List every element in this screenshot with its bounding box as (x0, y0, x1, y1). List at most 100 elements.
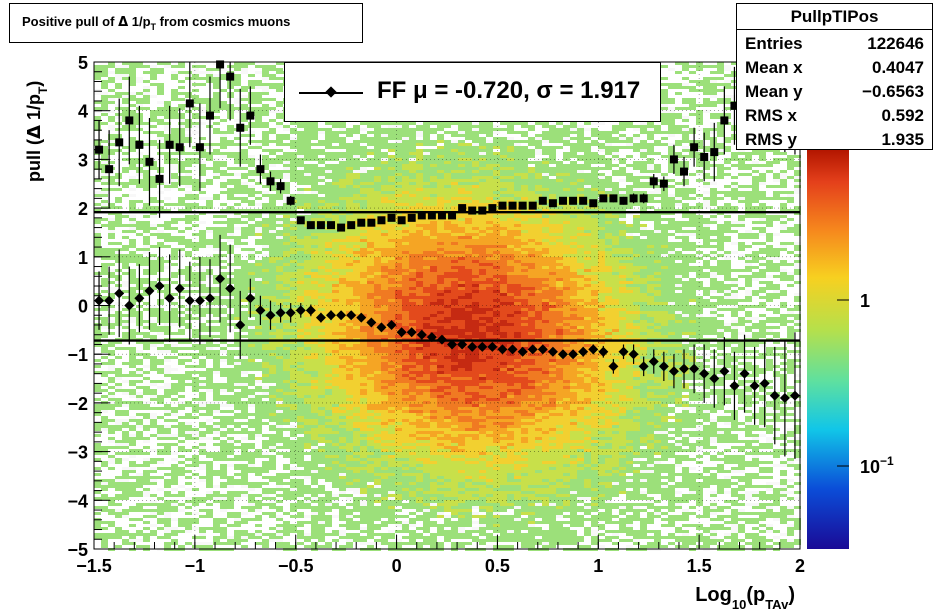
heatmap-cell (157, 266, 164, 269)
heatmap-cell (346, 446, 353, 449)
heatmap-cell (297, 341, 304, 344)
heatmap-cell (220, 185, 227, 188)
heatmap-cell (276, 500, 283, 503)
heatmap-cell (108, 287, 115, 290)
heatmap-cell (94, 332, 101, 335)
heatmap-cell (269, 131, 276, 134)
heatmap-cell (115, 446, 122, 449)
heatmap-cell (388, 185, 395, 188)
heatmap-cell (143, 131, 150, 134)
heatmap-cell (276, 425, 283, 428)
heatmap-cell (346, 470, 353, 473)
heatmap-cell (360, 296, 367, 299)
heatmap-cell (220, 416, 227, 419)
heatmap-cell (199, 206, 206, 209)
heatmap-cell (339, 506, 346, 509)
heatmap-cell (94, 386, 101, 389)
heatmap-cell (157, 425, 164, 428)
heatmap-cell (262, 347, 269, 350)
heatmap-cell (220, 170, 227, 173)
heatmap-cell (115, 545, 122, 548)
heatmap-cell (346, 392, 353, 395)
heatmap-cell (360, 287, 367, 290)
heatmap-cell (325, 272, 332, 275)
heatmap-cell (381, 242, 388, 245)
heatmap-cell (304, 266, 311, 269)
heatmap-cell (213, 359, 220, 362)
heatmap-cell (101, 191, 108, 194)
heatmap-cell (192, 98, 199, 101)
heatmap-cell (290, 377, 297, 380)
heatmap-cell (129, 110, 136, 113)
heatmap-cell (374, 317, 381, 320)
heatmap-cell (213, 398, 220, 401)
heatmap-cell (129, 245, 136, 248)
heatmap-cell (304, 506, 311, 509)
heatmap-cell (367, 386, 374, 389)
heatmap-cell (262, 404, 269, 407)
heatmap-cell (115, 413, 122, 416)
heatmap-cell (360, 401, 367, 404)
heatmap-cell (192, 101, 199, 104)
heatmap-cell (164, 356, 171, 359)
heatmap-cell (220, 425, 227, 428)
heatmap-cell (325, 218, 332, 221)
heatmap-cell (178, 491, 185, 494)
heatmap-cell (248, 437, 255, 440)
heatmap-cell (388, 269, 395, 272)
heatmap-cell (276, 413, 283, 416)
heatmap-cell (248, 95, 255, 98)
heatmap-cell (374, 488, 381, 491)
heatmap-cell (157, 332, 164, 335)
heatmap-cell (115, 428, 122, 431)
heatmap-cell (199, 281, 206, 284)
heatmap-cell (213, 236, 220, 239)
heatmap-cell (206, 383, 213, 386)
heatmap-cell (276, 221, 283, 224)
heatmap-cell (143, 488, 150, 491)
heatmap-cell (367, 494, 374, 497)
heatmap-cell (164, 371, 171, 374)
heatmap-cell (241, 539, 248, 542)
heatmap-cell (360, 209, 367, 212)
heatmap-cell (178, 386, 185, 389)
heatmap-cell (164, 389, 171, 392)
heatmap-cell (255, 227, 262, 230)
heatmap-cell (255, 317, 262, 320)
heatmap-cell (353, 305, 360, 308)
heatmap-cell (360, 179, 367, 182)
heatmap-cell (311, 395, 318, 398)
heatmap-cell (227, 464, 234, 467)
heatmap-cell (115, 440, 122, 443)
heatmap-cell (318, 215, 325, 218)
heatmap-cell (332, 293, 339, 296)
heatmap-cell (381, 266, 388, 269)
heatmap-cell (136, 227, 143, 230)
heatmap-cell (192, 263, 199, 266)
heatmap-cell (248, 506, 255, 509)
heatmap-cell (241, 458, 248, 461)
heatmap-cell (325, 458, 332, 461)
heatmap-cell (388, 179, 395, 182)
heatmap-cell (213, 254, 220, 257)
heatmap-cell (332, 449, 339, 452)
heatmap-cell (339, 371, 346, 374)
heatmap-cell (150, 308, 157, 311)
heatmap-cell (269, 98, 276, 101)
heatmap-cell (150, 320, 157, 323)
heatmap-cell (164, 482, 171, 485)
heatmap-cell (262, 68, 269, 71)
heatmap-cell (332, 266, 339, 269)
heatmap-cell (241, 149, 248, 152)
heatmap-cell (164, 368, 171, 371)
heatmap-cell (241, 350, 248, 353)
heatmap-cell (367, 464, 374, 467)
heatmap-cell (276, 206, 283, 209)
heatmap-cell (94, 410, 101, 413)
heatmap-cell (381, 455, 388, 458)
heatmap-cell (332, 374, 339, 377)
heatmap-cell (325, 320, 332, 323)
heatmap-cell (304, 314, 311, 317)
heatmap-cell (360, 275, 367, 278)
heatmap-cell (101, 428, 108, 431)
